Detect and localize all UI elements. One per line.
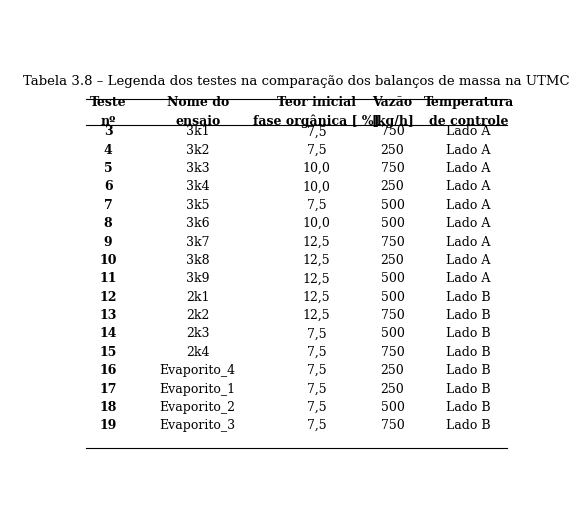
Text: 500: 500 bbox=[380, 291, 405, 304]
Text: 750: 750 bbox=[381, 309, 405, 322]
Text: 7,5: 7,5 bbox=[306, 199, 326, 212]
Text: de controle: de controle bbox=[429, 115, 509, 128]
Text: [kg/h]: [kg/h] bbox=[371, 115, 414, 128]
Text: 3k6: 3k6 bbox=[186, 217, 209, 230]
Text: Teste: Teste bbox=[90, 96, 127, 109]
Text: Lado B: Lado B bbox=[446, 419, 491, 432]
Text: 16: 16 bbox=[99, 364, 117, 377]
Text: 500: 500 bbox=[380, 199, 405, 212]
Text: Temperatura: Temperatura bbox=[424, 96, 514, 109]
Text: 2k2: 2k2 bbox=[186, 309, 209, 322]
Text: 12,5: 12,5 bbox=[302, 254, 330, 267]
Text: 3k5: 3k5 bbox=[186, 199, 209, 212]
Text: 18: 18 bbox=[99, 401, 117, 414]
Text: 4: 4 bbox=[103, 144, 113, 157]
Text: 12,5: 12,5 bbox=[302, 291, 330, 304]
Text: 12,5: 12,5 bbox=[302, 272, 330, 285]
Text: Lado A: Lado A bbox=[446, 272, 491, 285]
Text: Lado A: Lado A bbox=[446, 162, 491, 175]
Text: 750: 750 bbox=[381, 235, 405, 249]
Text: 2k4: 2k4 bbox=[186, 346, 209, 359]
Text: Lado A: Lado A bbox=[446, 199, 491, 212]
Text: Lado A: Lado A bbox=[446, 235, 491, 249]
Text: 8: 8 bbox=[104, 217, 112, 230]
Text: 500: 500 bbox=[380, 217, 405, 230]
Text: 2k3: 2k3 bbox=[186, 327, 209, 341]
Text: 7,5: 7,5 bbox=[306, 401, 326, 414]
Text: fase orgânica [ %]: fase orgânica [ %] bbox=[253, 114, 380, 128]
Text: Teor inicial: Teor inicial bbox=[277, 96, 356, 109]
Text: 3k1: 3k1 bbox=[186, 125, 209, 139]
Text: 7,5: 7,5 bbox=[306, 346, 326, 359]
Text: Nome do: Nome do bbox=[166, 96, 229, 109]
Text: Tabela 3.8 – Legenda dos testes na comparação dos balanços de massa na UTMC: Tabela 3.8 – Legenda dos testes na compa… bbox=[23, 75, 569, 88]
Text: 14: 14 bbox=[99, 327, 117, 341]
Text: 10,0: 10,0 bbox=[302, 217, 330, 230]
Text: 250: 250 bbox=[381, 181, 405, 193]
Text: 7,5: 7,5 bbox=[306, 144, 326, 157]
Text: 250: 250 bbox=[381, 383, 405, 396]
Text: 15: 15 bbox=[99, 346, 117, 359]
Text: 6: 6 bbox=[104, 181, 112, 193]
Text: 750: 750 bbox=[381, 346, 405, 359]
Text: 3k4: 3k4 bbox=[186, 181, 209, 193]
Text: 12,5: 12,5 bbox=[302, 309, 330, 322]
Text: 12: 12 bbox=[99, 291, 117, 304]
Text: 3k9: 3k9 bbox=[186, 272, 209, 285]
Text: Evaporito_3: Evaporito_3 bbox=[160, 419, 236, 432]
Text: Lado B: Lado B bbox=[446, 383, 491, 396]
Text: 13: 13 bbox=[99, 309, 117, 322]
Text: 7,5: 7,5 bbox=[306, 364, 326, 377]
Text: 3k3: 3k3 bbox=[186, 162, 209, 175]
Text: 10: 10 bbox=[99, 254, 117, 267]
Text: 750: 750 bbox=[381, 419, 405, 432]
Text: Evaporito_4: Evaporito_4 bbox=[160, 364, 236, 377]
Text: 17: 17 bbox=[99, 383, 117, 396]
Text: Lado A: Lado A bbox=[446, 181, 491, 193]
Text: 12,5: 12,5 bbox=[302, 235, 330, 249]
Text: 3k2: 3k2 bbox=[186, 144, 209, 157]
Text: 250: 250 bbox=[381, 364, 405, 377]
Text: 11: 11 bbox=[99, 272, 117, 285]
Text: 7: 7 bbox=[103, 199, 113, 212]
Text: Lado B: Lado B bbox=[446, 364, 491, 377]
Text: 750: 750 bbox=[381, 125, 405, 139]
Text: ensaio: ensaio bbox=[175, 115, 220, 128]
Text: 250: 250 bbox=[381, 254, 405, 267]
Text: Lado A: Lado A bbox=[446, 144, 491, 157]
Text: Lado B: Lado B bbox=[446, 327, 491, 341]
Text: Vazão: Vazão bbox=[372, 96, 413, 109]
Text: 500: 500 bbox=[380, 401, 405, 414]
Text: Evaporito_2: Evaporito_2 bbox=[160, 401, 236, 414]
Text: Evaporito_1: Evaporito_1 bbox=[160, 383, 236, 396]
Text: Lado B: Lado B bbox=[446, 346, 491, 359]
Text: Lado A: Lado A bbox=[446, 217, 491, 230]
Text: nº: nº bbox=[101, 115, 116, 128]
Text: Lado A: Lado A bbox=[446, 125, 491, 139]
Text: 750: 750 bbox=[381, 162, 405, 175]
Text: 3k8: 3k8 bbox=[186, 254, 209, 267]
Text: 500: 500 bbox=[380, 272, 405, 285]
Text: 2k1: 2k1 bbox=[186, 291, 209, 304]
Text: 7,5: 7,5 bbox=[306, 125, 326, 139]
Text: 10,0: 10,0 bbox=[302, 181, 330, 193]
Text: Lado A: Lado A bbox=[446, 254, 491, 267]
Text: 7,5: 7,5 bbox=[306, 383, 326, 396]
Text: 7,5: 7,5 bbox=[306, 419, 326, 432]
Text: 9: 9 bbox=[104, 235, 112, 249]
Text: 3k7: 3k7 bbox=[186, 235, 209, 249]
Text: 5: 5 bbox=[104, 162, 112, 175]
Text: Lado B: Lado B bbox=[446, 309, 491, 322]
Text: 7,5: 7,5 bbox=[306, 327, 326, 341]
Text: 19: 19 bbox=[99, 419, 117, 432]
Text: 10,0: 10,0 bbox=[302, 162, 330, 175]
Text: Lado B: Lado B bbox=[446, 401, 491, 414]
Text: 500: 500 bbox=[380, 327, 405, 341]
Text: Lado B: Lado B bbox=[446, 291, 491, 304]
Text: 3: 3 bbox=[104, 125, 112, 139]
Text: 250: 250 bbox=[381, 144, 405, 157]
